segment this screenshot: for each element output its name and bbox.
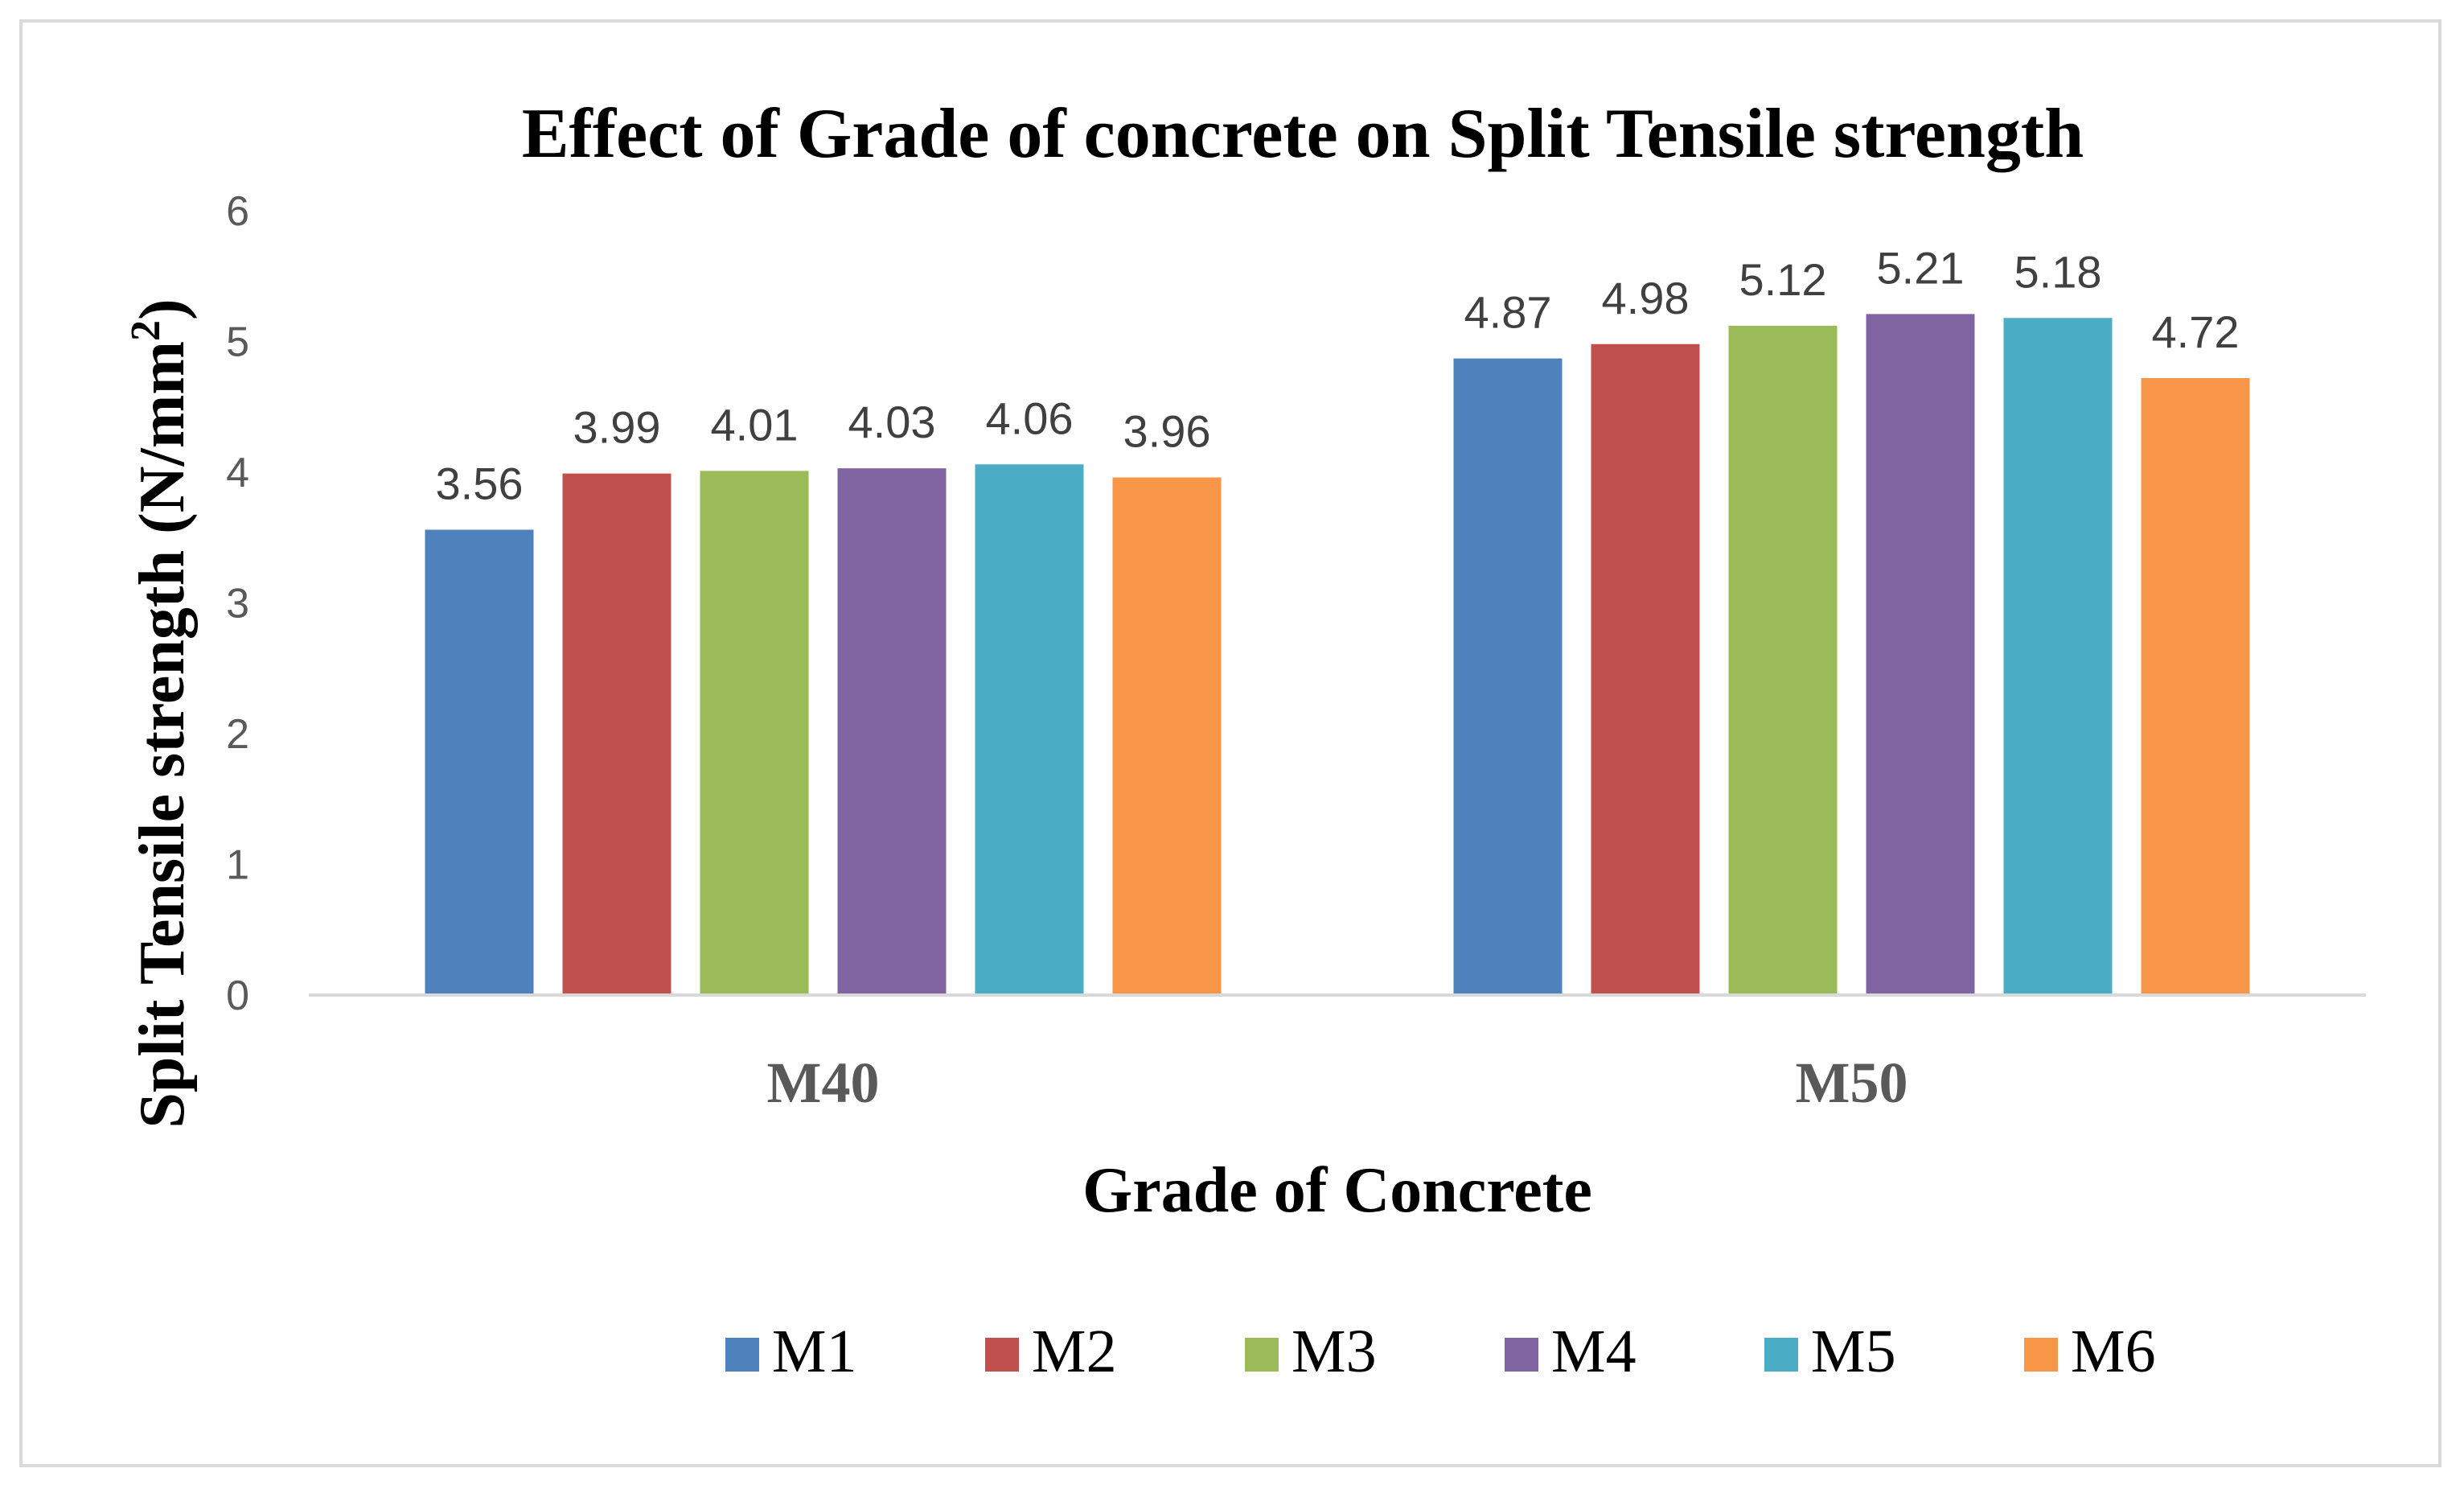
y-axis-title: Split Tensile strength (N/mm2)	[123, 298, 198, 1128]
legend-label: M2	[1032, 1318, 1117, 1385]
bars	[425, 314, 2250, 995]
legend-label: M1	[772, 1318, 857, 1385]
y-tick-label: 6	[226, 188, 249, 235]
bar-m6-m50	[2141, 378, 2250, 995]
data-label: 5.18	[2014, 246, 2102, 297]
data-label: 5.21	[1877, 242, 1965, 293]
y-tick-label: 0	[226, 973, 249, 1019]
data-label: 3.99	[573, 402, 661, 453]
bar-m1-m40	[425, 529, 534, 995]
y-tick-label: 5	[226, 319, 249, 366]
bar-m3-m50	[1728, 326, 1838, 995]
x-category-label: M40	[767, 1051, 880, 1115]
bar-m2-m50	[1591, 343, 1700, 995]
bar-m6-m40	[1112, 477, 1222, 995]
legend-swatch-m5	[1764, 1338, 1798, 1372]
bar-m1-m50	[1453, 358, 1563, 995]
data-labels: 3.56 3.99 4.01 4.03 4.06 3.96 4.87 4.98 5.12 5.21…	[436, 242, 2240, 508]
legend-swatch-m3	[1245, 1338, 1279, 1372]
bar-m5-m40	[975, 464, 1084, 995]
y-tick-label: 3	[226, 581, 249, 627]
legend-swatch-m2	[985, 1338, 1019, 1372]
legend-label: M3	[1292, 1318, 1377, 1385]
x-axis-categories: M40 M50	[767, 1051, 1908, 1115]
data-label: 4.06	[986, 393, 1074, 443]
y-tick-label: 4	[226, 450, 249, 496]
bar-m2-m40	[562, 473, 671, 995]
y-axis-title-main: Split Tensile strength (N/mm	[127, 341, 198, 1129]
legend-label: M6	[2071, 1318, 2156, 1385]
data-label: 4.87	[1464, 287, 1552, 338]
data-label: 4.03	[848, 397, 936, 447]
y-axis-ticks: 0 1 2 3 4 5 6	[226, 188, 249, 1019]
y-axis-title-close: )	[127, 298, 198, 320]
data-label: 4.01	[711, 399, 799, 450]
legend-swatch-m4	[1505, 1338, 1538, 1372]
bar-m4-m50	[1866, 314, 1975, 995]
legend: M1 M2 M3 M4 M5 M6	[725, 1318, 2156, 1385]
data-label: 4.98	[1602, 273, 1690, 323]
chart-title: Effect of Grade of concrete on Split Ten…	[522, 95, 2084, 173]
data-label: 5.12	[1739, 254, 1827, 305]
x-axis-title: Grade of Concrete	[1082, 1155, 1592, 1226]
data-label: 3.96	[1123, 406, 1211, 457]
legend-label: M5	[1811, 1318, 1896, 1385]
y-tick-label: 1	[226, 842, 249, 889]
y-axis-title-superscript: 2	[123, 320, 169, 341]
y-tick-label: 2	[226, 711, 249, 758]
bar-m3-m40	[700, 471, 809, 995]
bar-m5-m50	[2003, 318, 2113, 995]
legend-swatch-m1	[725, 1338, 759, 1372]
legend-swatch-m6	[2024, 1338, 2058, 1372]
x-category-label: M50	[1796, 1051, 1908, 1115]
legend-label: M4	[1551, 1318, 1637, 1385]
data-label: 4.72	[2152, 306, 2240, 357]
data-label: 3.56	[436, 459, 524, 509]
bar-m4-m40	[837, 468, 947, 995]
